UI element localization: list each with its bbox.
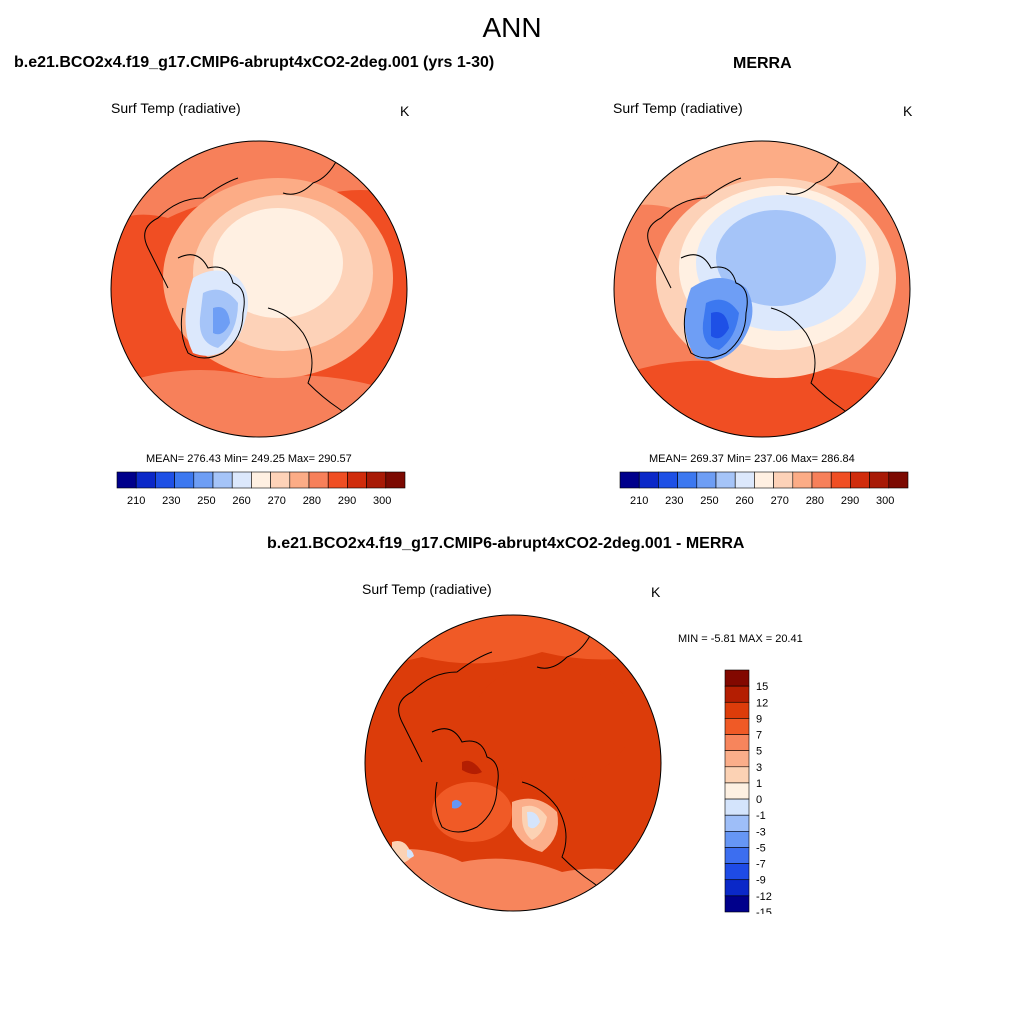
colorbar-box [724,734,750,751]
colorbar-tick-label: -3 [756,826,766,838]
colorbar-diff: 15 12 9 7 5 3 1 0 -1 -3 -5 -7 -9 -12 -15 [724,669,772,914]
colorbar-box [724,814,750,832]
colorbar-obs: 210 230 250 260 270 280 290 300 [619,471,909,507]
colorbar-box [830,471,851,489]
colorbar-tick-label: 290 [841,495,859,507]
colorbar-box [347,471,367,489]
units-label-obs: K [903,103,913,119]
variable-label-diff: Surf Temp (radiative) [362,581,492,597]
colorbar-tick-label: 9 [756,713,762,725]
polar-map-diff [364,614,662,912]
colorbar-box [212,471,233,489]
colorbar-tick-label: 210 [630,495,648,507]
colorbar-tick-label: 270 [268,495,286,507]
polar-map-model [110,140,408,438]
panel-title-obs: MERRA [733,55,792,72]
colorbar-tick-label: 260 [735,495,753,507]
colorbar-tick-label: -1 [756,810,766,822]
colorbar-tick-label: 290 [338,495,356,507]
colorbar-box [155,471,175,489]
colorbar-tick-label: -7 [756,859,766,871]
colorbar-box [135,471,156,489]
stats-text-obs: MEAN= 269.37 Min= 237.06 Max= 286.84 [649,453,855,465]
colorbar-box [792,471,813,489]
colorbar-box [869,471,890,489]
colorbar-box [696,471,717,489]
colorbar-box [116,471,137,489]
colorbar-tick-label: -5 [756,842,766,854]
variable-label-model: Surf Temp (radiative) [111,100,241,116]
colorbar-tick-label: -12 [756,891,772,903]
colorbar-box [174,471,195,489]
panel-title-diff: b.e21.BCO2x4.f19_g17.CMIP6-abrupt4xCO2-2… [267,535,745,552]
colorbar-tick-label: 210 [127,495,145,507]
polar-map-obs [613,140,911,438]
colorbar-box [734,471,755,489]
colorbar-tick-label: 5 [756,746,762,758]
colorbar-box [724,718,750,735]
colorbar-tick-label: 280 [806,495,824,507]
colorbar-box [724,879,750,897]
colorbar-tick-label: 300 [373,495,391,507]
colorbar-tick-label: 270 [771,495,789,507]
colorbar-box [638,471,659,489]
colorbar-tick-label: 0 [756,794,762,806]
colorbar-tick-label: 230 [162,495,180,507]
colorbar-box [251,471,271,489]
colorbar-box [724,685,750,703]
colorbar-box [724,831,750,848]
main-title: ANN [482,12,542,43]
colorbar-box [308,471,329,489]
colorbar-box [724,766,750,784]
colorbar-box [231,471,252,489]
colorbar-tick-label: 250 [700,495,718,507]
colorbar-box [385,471,406,489]
colorbar-tick-label: 3 [756,762,762,774]
colorbar-model: 210 230 250 260 270 280 290 300 [116,471,406,507]
colorbar-tick-label: 250 [197,495,215,507]
colorbar-box [193,471,214,489]
colorbar-box [715,471,736,489]
colorbar-box [619,471,640,489]
colorbar-box [754,471,774,489]
colorbar-box [724,701,750,719]
colorbar-box [270,471,291,489]
units-label-diff: K [651,584,661,600]
colorbar-box [724,895,750,913]
colorbar-tick-label: 7 [756,730,762,742]
colorbar-tick-label: 15 [756,681,768,693]
colorbar-box [724,669,750,687]
colorbar-box [658,471,678,489]
colorbar-tick-label: -15 [756,907,772,914]
colorbar-box [811,471,832,489]
colorbar-box [366,471,387,489]
colorbar-tick-label: 300 [876,495,894,507]
colorbar-tick-label: 260 [232,495,250,507]
colorbar-box [289,471,310,489]
panel-title-model: b.e21.BCO2x4.f19_g17.CMIP6-abrupt4xCO2-2… [14,54,495,71]
stats-text-model: MEAN= 276.43 Min= 249.25 Max= 290.57 [146,453,352,465]
minmax-text-diff: MIN = -5.81 MAX = 20.41 [678,633,803,645]
colorbar-tick-label: 230 [665,495,683,507]
colorbar-box [677,471,698,489]
colorbar-box [724,863,750,881]
colorbar-tick-label: -9 [756,875,766,887]
colorbar-box [773,471,794,489]
variable-label-obs: Surf Temp (radiative) [613,100,743,116]
colorbar-box [888,471,909,489]
colorbar-box [724,782,750,800]
colorbar-tick-label: 280 [303,495,321,507]
colorbar-box [724,847,750,864]
colorbar-tick-label: 12 [756,697,768,709]
colorbar-box [724,798,750,816]
units-label-model: K [400,103,410,119]
colorbar-box [724,750,750,768]
colorbar-tick-label: 1 [756,778,762,790]
colorbar-box [850,471,870,489]
colorbar-box [327,471,348,489]
